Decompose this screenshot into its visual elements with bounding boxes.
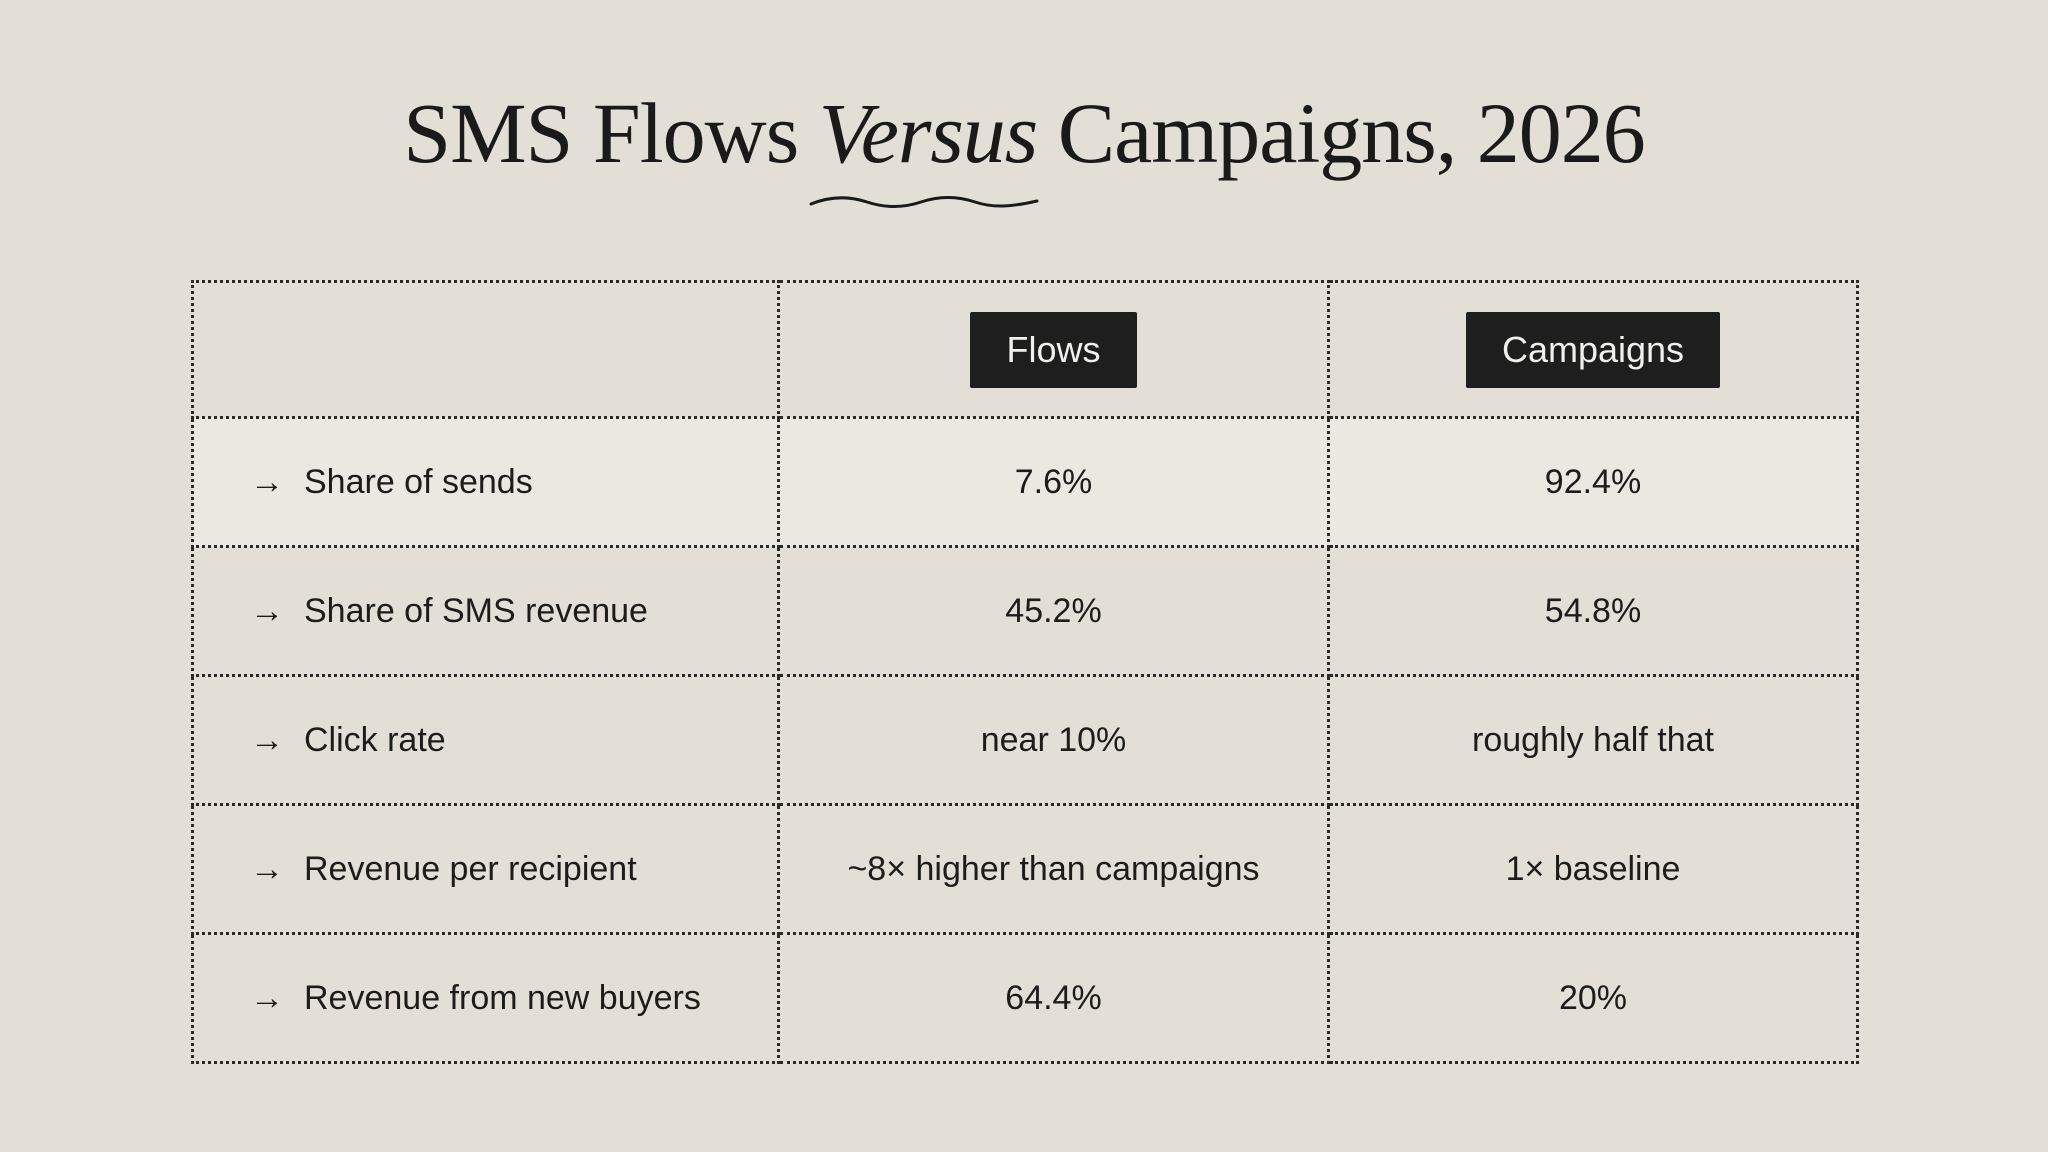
metric-cell: → Share of sends [191,416,780,548]
header-flows-cell: Flows [777,280,1330,419]
flows-header-label: Flows [970,311,1137,388]
campaigns-value: 20% [1327,932,1859,1064]
table-row: → Share of SMS revenue 45.2% 54.8% [191,545,1859,677]
squiggle-underline-icon [809,196,1039,208]
arrow-right-icon: → [250,849,284,888]
title-suffix: Campaigns, 2026 [1037,85,1646,181]
metric-label: Revenue per recipient [304,849,637,888]
flows-value: near 10% [777,674,1330,806]
table-row: → Click rate near 10% roughly half that [191,674,1859,806]
campaigns-value: 92.4% [1327,416,1859,548]
campaigns-value: 1× baseline [1327,803,1859,935]
title-prefix: SMS Flows [403,85,819,181]
flows-value: 45.2% [777,545,1330,677]
title-emphasis-text: Versus [818,85,1039,181]
flows-value: ~8× higher than campaigns [777,803,1330,935]
page-title: SMS Flows Versus Campaigns, 2026 [0,78,2048,208]
arrow-right-icon: → [250,978,284,1017]
title-emphasis: Versus [809,78,1039,208]
metric-label: Share of SMS revenue [304,591,648,630]
metric-label: Click rate [304,720,446,759]
arrow-right-icon: → [250,462,284,501]
table-row: → Revenue from new buyers 64.4% 20% [191,932,1859,1064]
header-empty-cell [191,280,780,419]
arrow-right-icon: → [250,720,284,759]
arrow-right-icon: → [250,591,284,630]
metric-cell: → Revenue from new buyers [191,932,780,1064]
campaigns-value: roughly half that [1327,674,1859,806]
header-campaigns-cell: Campaigns [1327,280,1859,419]
campaigns-value: 54.8% [1327,545,1859,677]
flows-value: 7.6% [777,416,1330,548]
flows-value: 64.4% [777,932,1330,1064]
table-row: → Revenue per recipient ~8× higher than c… [191,803,1859,935]
table-row: → Share of sends 7.6% 92.4% [191,416,1859,548]
metric-label: Revenue from new buyers [304,978,701,1017]
table-header-row: Flows Campaigns [191,280,1859,419]
metric-cell: → Click rate [191,674,780,806]
metric-label: Share of sends [304,462,533,501]
campaigns-header-label: Campaigns [1465,311,1721,388]
comparison-table: Flows Campaigns → Share of sends 7.6% 92.… [191,280,1859,1064]
metric-cell: → Share of SMS revenue [191,545,780,677]
metric-cell: → Revenue per recipient [191,803,780,935]
